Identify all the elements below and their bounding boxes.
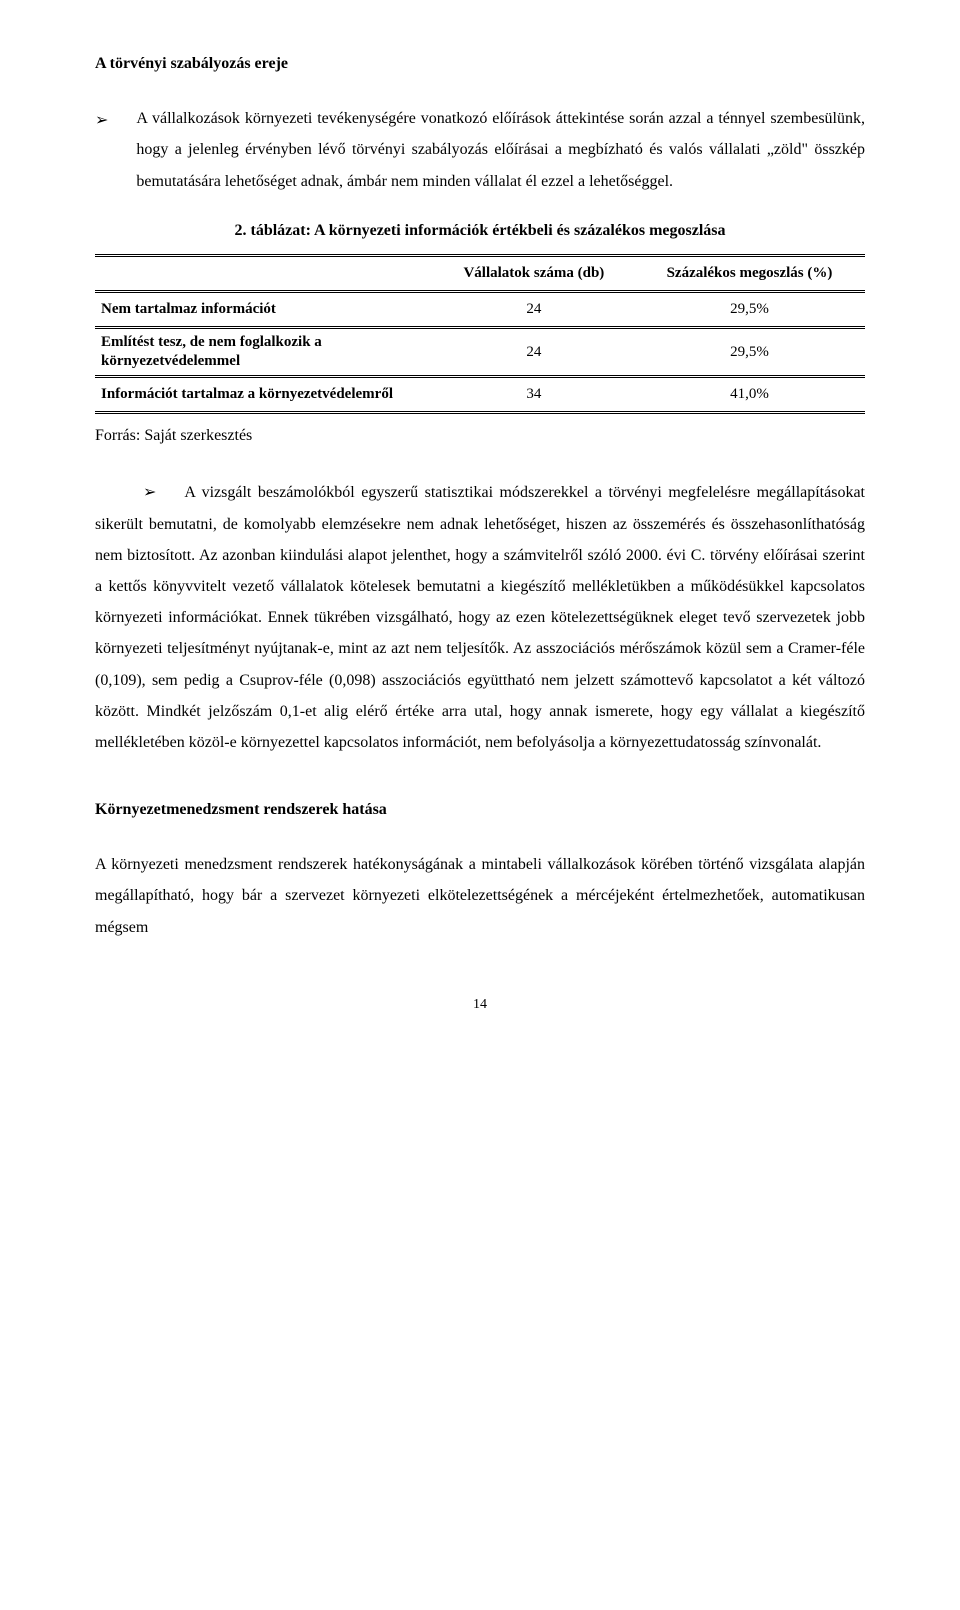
table-caption: 2. táblázat: A környezeti információk ér… [95, 215, 865, 246]
bulleted-intro: ➢ A vállalkozások környezeti tevékenység… [95, 103, 865, 197]
table-cell-label: Információt tartalmaz a környezetvédelem… [95, 376, 434, 412]
page-number: 14 [95, 991, 865, 1018]
table-cell-label: Nem tartalmaz információt [95, 292, 434, 328]
bullet-marker-icon: ➢ [95, 103, 108, 136]
table-cell-pct: 29,5% [634, 292, 865, 328]
table-row: Említést tesz, de nem foglalkozik a körn… [95, 328, 865, 377]
table-cell-count: 24 [434, 328, 634, 377]
section-heading: Környezetmenedzsment rendszerek hatása [95, 794, 865, 825]
bullet-marker-icon: ➢ [143, 484, 156, 501]
table-row: Információt tartalmaz a környezetvédelem… [95, 376, 865, 412]
table-cell-count: 24 [434, 292, 634, 328]
table-header-row: Vállalatok száma (db) Százalékos megoszl… [95, 255, 865, 291]
table-cell-label: Említést tesz, de nem foglalkozik a körn… [95, 328, 434, 377]
table-source: Forrás: Saját szerkesztés [95, 420, 865, 451]
table-cell-count: 34 [434, 376, 634, 412]
intro-paragraph: A vállalkozások környezeti tevékenységér… [136, 103, 865, 197]
table-header-pct: Százalékos megoszlás (%) [634, 255, 865, 291]
table-row: Nem tartalmaz információt 24 29,5% [95, 292, 865, 328]
section-heading: A törvényi szabályozás ereje [95, 48, 865, 79]
closing-paragraph: A környezeti menedzsment rendszerek haté… [95, 849, 865, 943]
body-paragraph: ➢A vizsgált beszámolókból egyszerű stati… [95, 477, 865, 758]
data-table: Vállalatok száma (db) Százalékos megoszl… [95, 254, 865, 414]
table-cell-pct: 41,0% [634, 376, 865, 412]
table-header-count: Vállalatok száma (db) [434, 255, 634, 291]
table-cell-pct: 29,5% [634, 328, 865, 377]
table-header-blank [95, 255, 434, 291]
body-text: A vizsgált beszámolókból egyszerű statis… [95, 484, 865, 751]
